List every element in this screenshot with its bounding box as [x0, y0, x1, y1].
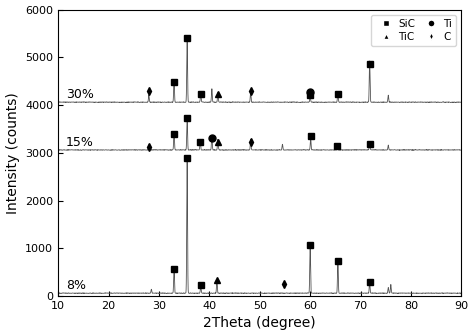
Y-axis label: Intensity (counts): Intensity (counts) [6, 92, 19, 214]
Text: 15%: 15% [66, 136, 93, 149]
Text: 30%: 30% [66, 88, 93, 101]
Legend: SiC, TiC, Ti, C: SiC, TiC, Ti, C [371, 15, 456, 46]
Text: 8%: 8% [66, 279, 86, 292]
X-axis label: 2Theta (degree): 2Theta (degree) [203, 317, 316, 330]
